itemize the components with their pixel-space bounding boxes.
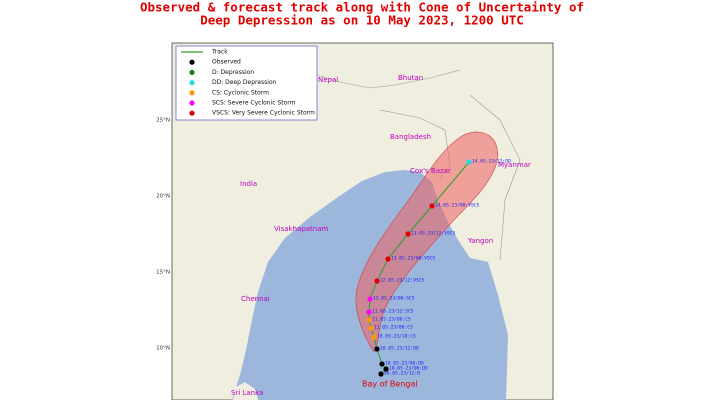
title: Observed & forecast track along with Con…: [140, 0, 584, 15]
track-point-label: 14.05.23/12:DD: [472, 159, 511, 165]
track-point: [366, 309, 372, 315]
map: [171, 42, 554, 400]
track-point: [374, 346, 380, 352]
legend-label: VSCS: Very Severe Cyclonic Storm: [212, 110, 315, 117]
legend-dot: [189, 59, 195, 65]
track-point-label: 11.05.23/12:SCS: [372, 309, 414, 315]
legend: [175, 45, 318, 121]
track-point-label: 10.05.23/06:DD: [385, 361, 424, 367]
legend-dot: [189, 80, 195, 86]
place-label: Bay of Bengal: [362, 380, 418, 389]
track-point: [367, 296, 373, 302]
track-point-label: 12.05.23/12:VSCS: [380, 278, 424, 284]
track-point: [366, 317, 372, 323]
track-point-label: 10.05.23/00:DD: [389, 366, 428, 372]
track-point-label: 13.05.23/00:VSCS: [391, 256, 435, 262]
legend-label: D: Depression: [212, 69, 254, 76]
track-line: [368, 161, 470, 375]
track-point-label: 11.05.23/00:CS: [374, 325, 413, 331]
track-point: [371, 334, 377, 340]
track-point: [378, 371, 384, 377]
track-point-label: 11.05.23/06:CS: [372, 317, 411, 323]
legend-label: DD: Deep Depression: [212, 79, 277, 86]
place-label: Bangladesh: [390, 133, 431, 141]
place-label: Nepal: [318, 76, 338, 84]
track-point: [466, 159, 472, 165]
track-point-label: 14.05.23/00:VSCS: [435, 203, 479, 209]
border: [469, 94, 521, 261]
cone-of-uncertainty: [355, 131, 498, 353]
track-point: [383, 366, 389, 372]
track-point: [405, 231, 411, 237]
place-label: Sri Lanka: [231, 389, 263, 397]
place-label: Yangon: [467, 237, 493, 245]
latitude-label: 15°N: [156, 270, 170, 276]
track-point: [368, 325, 374, 331]
place-label: Chennai: [241, 295, 270, 303]
track-point-label: 12.05.23/00:SCS: [373, 296, 415, 302]
legend-dot: [189, 90, 195, 96]
legend-dot: [189, 69, 195, 75]
legend-dot: [189, 100, 195, 106]
track-point: [379, 361, 385, 367]
track-point-label: 09.05.23/12:D: [384, 371, 420, 377]
title: Deep Depression as on 10 May 2023, 1200 …: [200, 13, 524, 28]
island: [233, 382, 258, 400]
track-point: [385, 256, 391, 262]
legend-label: Observed: [212, 59, 241, 66]
track-point-label: 10.05.23/12:DD: [380, 346, 419, 352]
latitude-label: 10°N: [156, 346, 170, 352]
legend-label: Track: [211, 49, 228, 56]
latitude-label: 25°N: [156, 118, 170, 124]
place-label: Cox's Bazar: [410, 167, 451, 175]
place-label: Visakhapatnam: [274, 225, 328, 233]
place-label: India: [240, 180, 257, 188]
legend-dot: [189, 110, 195, 116]
track-point: [374, 278, 380, 284]
track-point-label: 10.05.23/18:CS: [377, 334, 416, 340]
place-label: Myanmar: [498, 161, 531, 169]
legend-label: CS: Cyclonic Storm: [212, 89, 269, 96]
legend-label: SCS: Severe Cyclonic Storm: [212, 100, 296, 107]
place-label: Bhutan: [398, 74, 423, 82]
track-point-label: 13.05.23/12:VSCS: [411, 231, 455, 237]
track-point: [429, 203, 435, 209]
legend-box: [175, 45, 318, 121]
latitude-label: 20°N: [156, 194, 170, 200]
